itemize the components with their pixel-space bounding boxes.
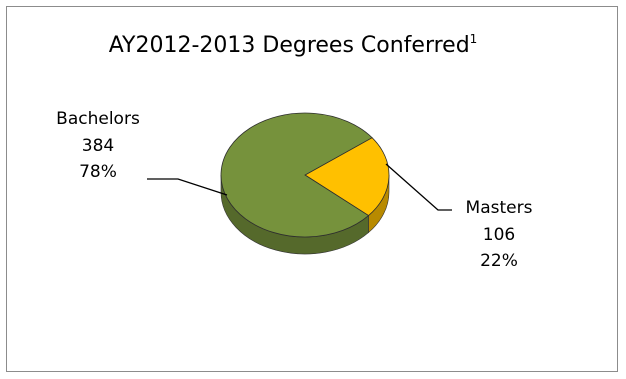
bachelors-percent-label: 78% <box>79 162 117 182</box>
pie-slice-masters <box>304 137 390 217</box>
bachelors-name-label: Bachelors <box>56 109 140 129</box>
masters-name-label: Masters <box>466 198 533 218</box>
bachelors-leader-line <box>147 178 228 196</box>
pie-slice-bachelors <box>220 112 373 238</box>
masters-value-label: 106 <box>483 225 515 245</box>
masters-percent-label: 22% <box>480 251 518 271</box>
bachelors-value-label: 384 <box>82 136 114 156</box>
pie-group <box>220 112 390 255</box>
label-bachelors: Bachelors 384 78% <box>56 109 228 196</box>
masters-leader-line <box>385 163 452 211</box>
chart-title: AY2012-2013 Degrees Conferred1 <box>109 32 478 58</box>
label-masters: Masters 106 22% <box>385 163 533 271</box>
